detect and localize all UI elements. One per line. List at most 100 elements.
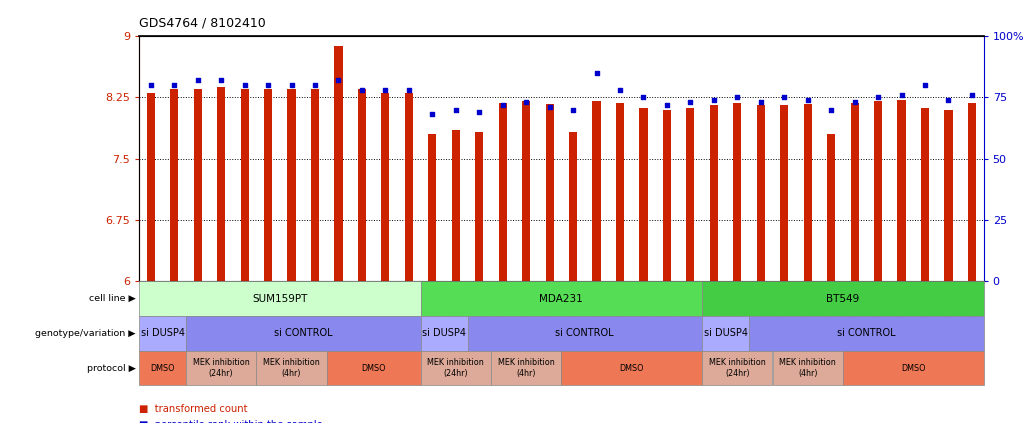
Text: MEK inhibition
(4hr): MEK inhibition (4hr) (780, 358, 836, 378)
Text: si DUSP4: si DUSP4 (703, 328, 748, 338)
Bar (803, 104, 812, 281)
Point (307, 82, 323, 88)
Bar (170, 89, 178, 281)
Point (260, 82, 276, 88)
Bar (452, 130, 459, 281)
Bar (264, 89, 272, 281)
Point (353, 87, 370, 93)
Text: si CONTROL: si CONTROL (274, 328, 333, 338)
Text: protocol ▶: protocol ▶ (88, 363, 136, 373)
Bar (616, 103, 624, 281)
Bar (139, 316, 186, 351)
Bar (217, 87, 226, 281)
Text: si CONTROL: si CONTROL (837, 328, 896, 338)
Bar (475, 132, 483, 281)
Point (424, 111, 441, 118)
Bar (491, 351, 561, 385)
Point (447, 106, 464, 113)
Bar (468, 316, 702, 351)
Point (636, 94, 652, 101)
Text: MEK inhibition
(4hr): MEK inhibition (4hr) (497, 358, 554, 378)
Point (776, 94, 792, 101)
Point (917, 82, 933, 88)
Bar (357, 89, 366, 281)
Bar (241, 89, 248, 281)
Point (612, 87, 628, 93)
Point (729, 94, 746, 101)
Text: GDS4764 / 8102410: GDS4764 / 8102410 (139, 16, 266, 30)
Point (869, 94, 886, 101)
Bar (968, 103, 976, 281)
Text: cell line ▶: cell line ▶ (90, 294, 136, 303)
Bar (945, 110, 953, 281)
Point (823, 106, 839, 113)
Point (542, 104, 558, 110)
Bar (186, 316, 420, 351)
Point (213, 77, 230, 83)
Bar (139, 351, 186, 385)
Text: DMSO: DMSO (362, 363, 386, 373)
Bar (311, 89, 319, 281)
Bar (327, 351, 420, 385)
Text: MEK inhibition
(24hr): MEK inhibition (24hr) (709, 358, 765, 378)
Point (588, 69, 605, 76)
Point (682, 99, 698, 106)
Text: SUM159PT: SUM159PT (252, 294, 308, 304)
Bar (710, 105, 718, 281)
Bar (921, 108, 929, 281)
Bar (420, 281, 702, 316)
Bar (757, 105, 765, 281)
Point (377, 87, 393, 93)
Point (494, 101, 511, 108)
Text: DMSO: DMSO (901, 363, 926, 373)
Bar (287, 89, 296, 281)
Text: MEK inhibition
(24hr): MEK inhibition (24hr) (193, 358, 249, 378)
Bar (256, 351, 327, 385)
Bar (897, 100, 905, 281)
Text: ■  percentile rank within the sample: ■ percentile rank within the sample (139, 420, 322, 423)
Bar (561, 351, 702, 385)
Bar (733, 103, 742, 281)
Bar (592, 102, 600, 281)
Point (659, 101, 676, 108)
Text: DMSO: DMSO (150, 363, 175, 373)
Bar (827, 134, 835, 281)
Point (166, 82, 182, 88)
Text: MEK inhibition
(24hr): MEK inhibition (24hr) (427, 358, 484, 378)
Bar (702, 281, 984, 316)
Point (564, 106, 581, 113)
Point (753, 99, 769, 106)
Text: si CONTROL: si CONTROL (555, 328, 614, 338)
Bar (381, 93, 389, 281)
Text: BT549: BT549 (826, 294, 859, 304)
Bar (780, 105, 788, 281)
Point (706, 96, 722, 103)
Point (401, 87, 417, 93)
Text: MEK inhibition
(4hr): MEK inhibition (4hr) (264, 358, 320, 378)
Point (847, 99, 863, 106)
Bar (522, 102, 530, 281)
Bar (499, 103, 507, 281)
Bar (569, 132, 577, 281)
Point (893, 91, 909, 98)
Bar (420, 316, 468, 351)
Bar (874, 102, 882, 281)
Point (142, 82, 159, 88)
Bar (749, 316, 984, 351)
Bar (702, 316, 749, 351)
Text: genotype/variation ▶: genotype/variation ▶ (35, 329, 136, 338)
Text: si DUSP4: si DUSP4 (140, 328, 184, 338)
Point (283, 82, 300, 88)
Bar (194, 89, 202, 281)
Bar (686, 108, 694, 281)
Bar (139, 281, 420, 316)
Bar (420, 351, 491, 385)
Point (518, 99, 535, 106)
Point (940, 96, 957, 103)
Bar (335, 46, 343, 281)
Text: si DUSP4: si DUSP4 (422, 328, 466, 338)
Text: ■  transformed count: ■ transformed count (139, 404, 247, 414)
Bar (405, 93, 413, 281)
Point (190, 77, 206, 83)
Point (331, 77, 347, 83)
